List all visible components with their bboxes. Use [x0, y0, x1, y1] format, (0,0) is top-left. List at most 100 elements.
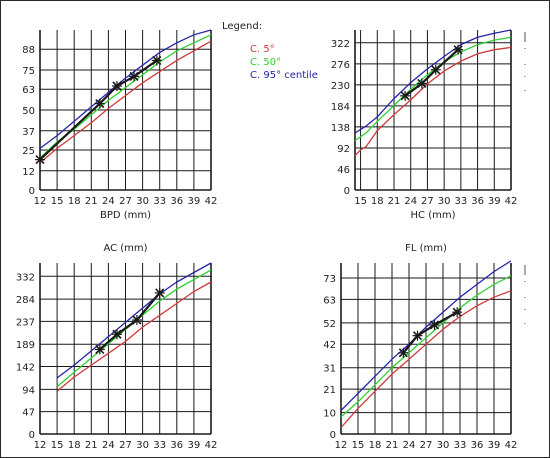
y-tick-label: 46: [337, 165, 350, 176]
series-line-p5: [340, 290, 512, 429]
patient-point: [430, 64, 441, 75]
patient-point: [398, 347, 409, 358]
y-tick-label: 10: [323, 409, 336, 420]
y-tick-label: 94: [22, 385, 35, 396]
patient-point: [412, 330, 423, 341]
x-tick-label: 27: [119, 440, 132, 451]
y-tick-label: 42: [323, 340, 336, 351]
patient-point: [131, 315, 142, 325]
x-tick-label: 33: [153, 440, 166, 451]
x-tick-label: 36: [471, 440, 484, 451]
x-tick-label: 39: [188, 440, 201, 451]
x-tick-label: 42: [205, 196, 218, 207]
y-tick-label: 276: [331, 60, 350, 71]
y-tick-label: 0: [29, 186, 35, 197]
patient-point: [151, 55, 162, 66]
series-line-p50: [340, 275, 512, 418]
x-tick-label: 36: [471, 196, 484, 207]
y-tick-label: 0: [29, 430, 35, 441]
patient-line: [404, 48, 459, 97]
patient-point: [429, 319, 440, 330]
x-tick-label: 21: [85, 196, 98, 207]
y-tick-label: 47: [22, 408, 35, 419]
y-tick-label: 92: [337, 144, 350, 155]
x-tick-label: 15: [354, 196, 367, 207]
y-tick-label: 52: [323, 319, 336, 330]
series-line-p95: [354, 29, 512, 134]
y-tick-label: 230: [331, 81, 350, 92]
x-tick-label: 24: [102, 440, 115, 451]
patient-point: [94, 98, 105, 109]
y-tick-label: 184: [331, 102, 350, 113]
y-tick-label: 284: [16, 295, 35, 306]
patient-point: [154, 287, 165, 298]
x-tick-label: 18: [68, 196, 81, 207]
chart-hc: 15 18 21 24 27 30 33 36 39 42 0 46 92 138 184 230 276 322…: [331, 29, 526, 221]
x-tick-label: 15: [51, 196, 64, 207]
y-tick-label: 12: [22, 167, 35, 178]
x-axis-label: BPD (mm): [100, 210, 151, 221]
x-tick-label: 30: [438, 196, 451, 207]
legend-title: Legend:: [222, 21, 262, 32]
y-tick-label: 31: [323, 364, 336, 375]
y-tick-label: 25: [22, 146, 35, 157]
chart-ac: 12 15 18 21 24 27 30 33 36 39 42 0 47 94 142 189 237 284 3…: [16, 243, 217, 451]
legend-item-95th: C. 95° centile: [250, 70, 318, 81]
x-tick-label: 21: [85, 440, 98, 451]
patient-point: [111, 329, 122, 340]
y-tick-label: 88: [22, 45, 35, 56]
patient-line: [99, 292, 161, 351]
series-line-p5: [39, 40, 212, 164]
x-tick-label: 24: [403, 440, 416, 451]
x-axis-label: HC (mm): [411, 210, 456, 221]
x-tick-label: 18: [68, 440, 81, 451]
patient-point: [452, 307, 463, 318]
series-line-p50: [56, 269, 212, 388]
legend-item-50th: C. 50°: [250, 57, 281, 68]
y-tick-label: 0: [330, 430, 336, 441]
y-tick-label: 0: [344, 186, 350, 197]
y-tick-label: 142: [16, 363, 35, 374]
y-tick-label: 332: [16, 272, 35, 283]
x-tick-label: 30: [136, 440, 149, 451]
x-tick-label: 27: [119, 196, 132, 207]
series-line-p5: [354, 46, 512, 157]
patient-point: [129, 71, 140, 82]
y-tick-label: 21: [323, 385, 336, 396]
legend-item-5th: C. 5°: [250, 44, 275, 55]
patient-point: [111, 81, 122, 91]
x-tick-label: 33: [454, 196, 467, 207]
legend: Legend: C. 5° C. 50° C. 95° centile: [222, 21, 318, 81]
y-tick-label: 37: [22, 127, 35, 138]
patient-point: [400, 90, 411, 101]
series-line-p95: [56, 262, 212, 379]
y-tick-label: 138: [331, 123, 350, 134]
chart-title: AC (mm): [103, 243, 147, 254]
x-tick-label: 33: [454, 440, 467, 451]
patient-point: [94, 344, 105, 355]
series-line-p95: [340, 260, 512, 411]
x-tick-label: 27: [421, 196, 434, 207]
x-tick-label: 30: [136, 196, 149, 207]
y-tick-label: 322: [331, 39, 350, 50]
x-tick-label: 42: [205, 440, 218, 451]
x-tick-label: 15: [51, 440, 64, 451]
patient-line: [402, 311, 458, 354]
chart-bpd: 12 15 18 21 24 27 30 33 36 39 42012253750637588BPD…: [22, 29, 218, 221]
chart-fl: 12 15 18 21 24 27 30 33 36 39 42 0 10 21 31 42 52 63 73 FL …: [323, 243, 526, 451]
x-tick-label: 36: [170, 196, 183, 207]
y-tick-label: 63: [323, 295, 336, 306]
x-tick-label: 39: [488, 196, 501, 207]
x-tick-label: 12: [34, 196, 47, 207]
x-tick-label: 21: [386, 440, 399, 451]
y-tick-label: 189: [16, 340, 35, 351]
x-tick-label: 42: [505, 440, 518, 451]
x-tick-label: 39: [188, 196, 201, 207]
x-tick-label: 24: [404, 196, 417, 207]
x-tick-label: 24: [102, 196, 115, 207]
patient-point: [416, 78, 427, 89]
x-tick-label: 21: [388, 196, 401, 207]
y-tick-label: 50: [22, 106, 35, 117]
